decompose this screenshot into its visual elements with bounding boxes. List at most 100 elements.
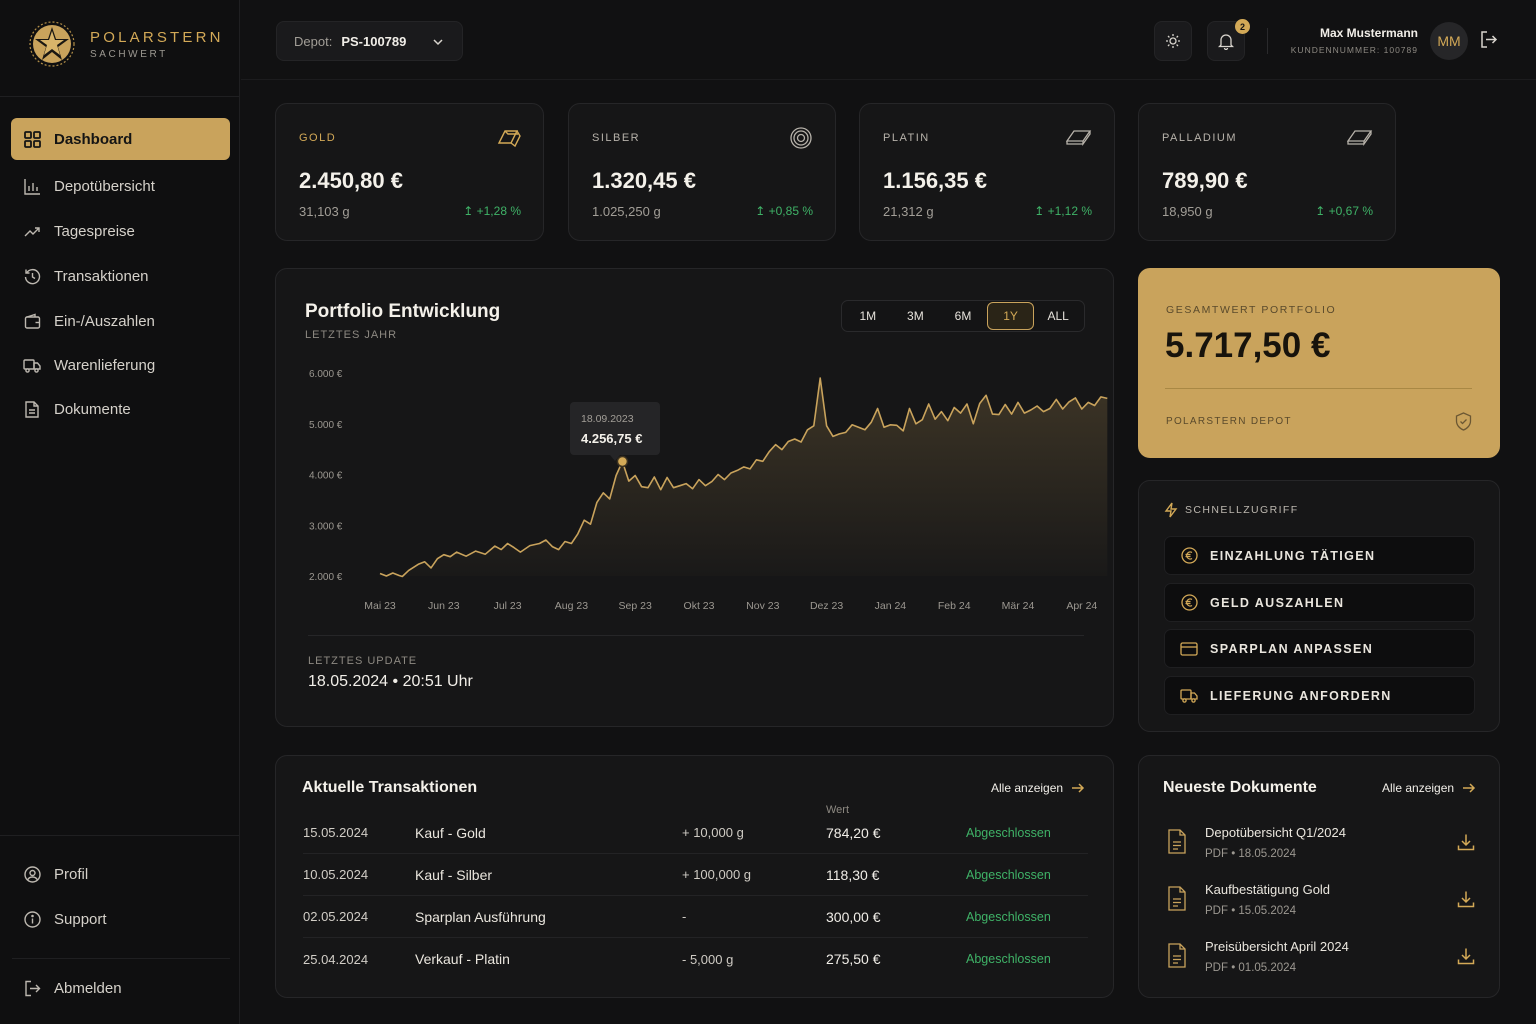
document-meta: PDF • 15.05.2024 xyxy=(1205,905,1296,917)
savings-plan-button[interactable]: SPARPLAN ANPASSEN xyxy=(1164,629,1475,668)
palladium-bar-icon xyxy=(1347,126,1373,146)
avatar[interactable]: MM xyxy=(1430,22,1468,60)
tooltip-value: 4.256,75 € xyxy=(581,431,642,446)
sidebar-item-warenlieferung[interactable]: Warenlieferung xyxy=(11,344,230,386)
x-tick-label: Mär 24 xyxy=(1002,600,1035,612)
x-tick-label: Sep 23 xyxy=(619,600,652,612)
metal-weight: 31,103 g xyxy=(299,204,350,219)
x-tick-label: Dez 23 xyxy=(810,600,843,612)
sidebar-item-depotuebersicht[interactable]: Depotübersicht xyxy=(11,165,230,207)
metal-name: GOLD xyxy=(299,132,337,144)
quick-button-label: SPARPLAN ANPASSEN xyxy=(1210,641,1374,656)
metal-change: ↥ +0,67 % xyxy=(1315,204,1373,218)
deposit-button[interactable]: EINZAHLUNG TÄTIGEN xyxy=(1164,536,1475,575)
brand-logo[interactable]: POLARSTERN SACHWERT xyxy=(28,20,224,68)
depot-select[interactable]: Depot: PS-100789 xyxy=(276,21,463,61)
table-row[interactable]: 15.05.2024 Kauf - Gold + 10,000 g 784,20… xyxy=(303,812,1088,854)
tx-amount: - 5,000 g xyxy=(682,951,734,967)
transactions-show-all-link[interactable]: Alle anzeigen xyxy=(991,781,1085,795)
sidebar-item-dokumente[interactable]: Dokumente xyxy=(11,388,230,430)
range-6m-button[interactable]: 6M xyxy=(954,309,972,323)
documents-show-all-link[interactable]: Alle anzeigen xyxy=(1382,781,1476,795)
sidebar-item-dashboard[interactable]: Dashboard xyxy=(11,118,230,160)
logout-icon xyxy=(23,979,41,997)
metal-name: SILBER xyxy=(592,132,641,144)
tx-value: 300,00 € xyxy=(826,908,881,925)
metal-card-platin[interactable]: PLATIN 1.156,35 € 21,312 g ↥ +1,12 % xyxy=(859,103,1115,241)
range-3m-button[interactable]: 3M xyxy=(907,309,924,323)
table-row[interactable]: 25.04.2024 Verkauf - Platin - 5,000 g 27… xyxy=(303,938,1088,980)
metal-name: PLATIN xyxy=(883,132,930,144)
chart-marker[interactable] xyxy=(616,455,629,468)
sidebar-item-profil[interactable]: Profil xyxy=(11,853,230,895)
tx-value: 118,30 € xyxy=(826,866,880,883)
download-icon[interactable] xyxy=(1457,947,1475,965)
x-tick-label: Aug 23 xyxy=(555,600,588,612)
portfolio-chart[interactable]: 6.000 € 5.000 € 4.000 € 3.000 € 2.000 € Mai … xyxy=(276,269,1113,629)
theme-toggle-button[interactable] xyxy=(1154,21,1192,61)
sidebar-item-ein-auszahlen[interactable]: Ein-/Auszahlen xyxy=(11,300,230,342)
user-circle-icon xyxy=(23,865,41,883)
sidebar-item-label: Transaktionen xyxy=(54,267,149,285)
depot-name: POLARSTERN DEPOT xyxy=(1166,416,1292,427)
quick-button-label: EINZAHLUNG TÄTIGEN xyxy=(1210,548,1376,563)
sidebar-item-support[interactable]: Support xyxy=(11,898,230,940)
tooltip-date: 18.09.2023 xyxy=(581,413,634,425)
request-delivery-button[interactable]: LIEFERUNG ANFORDERN xyxy=(1164,676,1475,715)
document-item[interactable]: Preisübersicht April 2024 PDF • 01.05.20… xyxy=(1167,937,1477,987)
bell-icon xyxy=(1218,33,1234,50)
document-name: Kaufbestätigung Gold xyxy=(1205,882,1331,897)
y-tick-label: 6.000 € xyxy=(309,369,343,380)
user-name: Max Mustermann xyxy=(1319,26,1418,40)
shield-check-icon xyxy=(1455,412,1472,431)
notifications-button[interactable]: 2 xyxy=(1207,19,1250,61)
sidebar-item-transaktionen[interactable]: Transaktionen xyxy=(11,255,230,297)
table-row[interactable]: 10.05.2024 Kauf - Silber + 100,000 g 118… xyxy=(303,854,1088,896)
grid-icon xyxy=(23,130,41,148)
download-icon[interactable] xyxy=(1457,890,1475,908)
chart-tooltip: 18.09.2023 4.256,75 € xyxy=(570,402,660,461)
quick-button-label: LIEFERUNG ANFORDERN xyxy=(1210,688,1392,703)
document-item[interactable]: Kaufbestätigung Gold PDF • 15.05.2024 xyxy=(1167,880,1477,930)
sidebar-item-label: Depotübersicht xyxy=(54,177,155,195)
table-row[interactable]: 02.05.2024 Sparplan Ausführung - 300,00 … xyxy=(303,896,1088,938)
metal-card-palladium[interactable]: PALLADIUM 789,90 € 18,950 g ↥ +0,67 % xyxy=(1138,103,1396,241)
download-icon[interactable] xyxy=(1457,833,1475,851)
platinum-bar-icon xyxy=(1066,126,1092,146)
tx-type: Kauf - Silber xyxy=(415,866,493,883)
sun-icon xyxy=(1166,34,1180,48)
tx-type: Sparplan Ausführung xyxy=(415,908,546,925)
y-tick-label: 5.000 € xyxy=(309,420,343,431)
range-all-button[interactable]: ALL xyxy=(1047,309,1069,323)
tx-date: 25.04.2024 xyxy=(303,951,369,967)
star-logo-icon xyxy=(29,21,75,67)
depot-select-label: Depot: xyxy=(294,33,333,49)
logout-button[interactable]: Abmelden xyxy=(11,967,230,1009)
x-tick-label: Nov 23 xyxy=(746,600,779,612)
topbar: Depot: PS-100789 2 Max Mustermann KUNDEN… xyxy=(241,0,1536,80)
metal-card-gold[interactable]: GOLD 2.450,80 € 31,103 g ↥ +1,28 % xyxy=(275,103,544,241)
total-divider xyxy=(1165,388,1472,389)
sidebar-item-label: Tagespreise xyxy=(54,222,135,240)
range-1m-button[interactable]: 1M xyxy=(859,309,877,323)
gold-bar-icon xyxy=(497,126,521,148)
sidebar-item-tagespreise[interactable]: Tagespreise xyxy=(11,210,230,252)
logout-icon-button[interactable] xyxy=(1479,30,1498,49)
tx-value: 275,50 € xyxy=(826,951,881,967)
pdf-document-icon xyxy=(1167,829,1187,854)
metal-change-value: +1,28 % xyxy=(476,204,521,218)
withdraw-button[interactable]: GELD AUSZAHLEN xyxy=(1164,583,1475,622)
last-update-label: LETZTES UPDATE xyxy=(308,655,418,667)
metal-change: ↥ +0,85 % xyxy=(755,204,813,218)
sidebar-item-label: Warenlieferung xyxy=(54,356,156,374)
metal-card-silber[interactable]: SILBER 1.320,45 € 1.025,250 g ↥ +0,85 % xyxy=(568,103,836,241)
sidebar-item-label: Dashboard xyxy=(54,130,133,148)
sidebar-divider xyxy=(12,958,230,959)
logout-icon xyxy=(1481,31,1498,48)
tx-amount: + 10,000 g xyxy=(682,825,744,840)
range-1y-button[interactable]: 1Y xyxy=(986,302,1035,330)
metal-change: ↥ +1,28 % xyxy=(463,204,521,218)
document-item[interactable]: Depotübersicht Q1/2024 PDF • 18.05.2024 xyxy=(1167,823,1477,873)
documents-title: Neueste Dokumente xyxy=(1163,779,1317,796)
total-label: GESAMTWERT PORTFOLIO xyxy=(1166,304,1337,316)
